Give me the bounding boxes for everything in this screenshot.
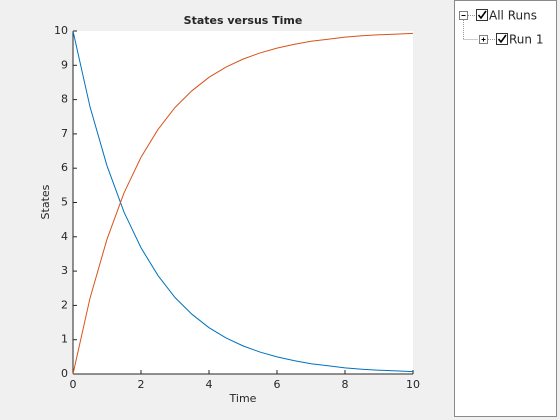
y-tick-label: 8 [61, 93, 68, 106]
checkbox[interactable] [476, 9, 488, 21]
x-axis-label: Time [229, 392, 257, 405]
x-tick-label: 8 [342, 378, 349, 391]
checkmark [477, 10, 487, 20]
tree-label: All Runs [489, 9, 537, 23]
y-tick-label: 9 [61, 58, 68, 71]
x-tick-label: 10 [406, 378, 420, 391]
chart: States versus Time Time States 0 1 2 3 4 5 6 7 8… [39, 14, 420, 405]
x-tick-label: 6 [274, 378, 281, 391]
y-tick-label: 4 [61, 230, 68, 243]
data-line [72, 32, 414, 375]
x-tick-label: 2 [138, 378, 145, 391]
y-tick-label: 3 [61, 264, 68, 277]
plot-area [73, 31, 413, 374]
checkbox[interactable] [496, 33, 508, 45]
tree-child-node[interactable]: Run 1 [479, 33, 544, 47]
tree-label: Run 1 [509, 33, 543, 47]
y-tick-label: 7 [61, 127, 68, 140]
x-tick-label: 0 [70, 378, 77, 391]
checkmark [497, 34, 507, 44]
tree-root-node[interactable]: All Runs [459, 9, 537, 40]
y-tick-label: 6 [61, 161, 68, 174]
y-tick-label: 5 [61, 196, 68, 209]
chart-title: States versus Time [184, 14, 303, 27]
y-tick-label: 1 [61, 333, 68, 346]
run-tree: All Runs Run 1 [454, 0, 557, 417]
y-tick-label: 10 [54, 24, 68, 37]
data-line [72, 30, 414, 373]
y-axis-label: States [39, 184, 52, 219]
y-tick-label: 2 [61, 298, 68, 311]
y-tick-label: 0 [61, 367, 68, 380]
x-tick-label: 4 [206, 378, 213, 391]
